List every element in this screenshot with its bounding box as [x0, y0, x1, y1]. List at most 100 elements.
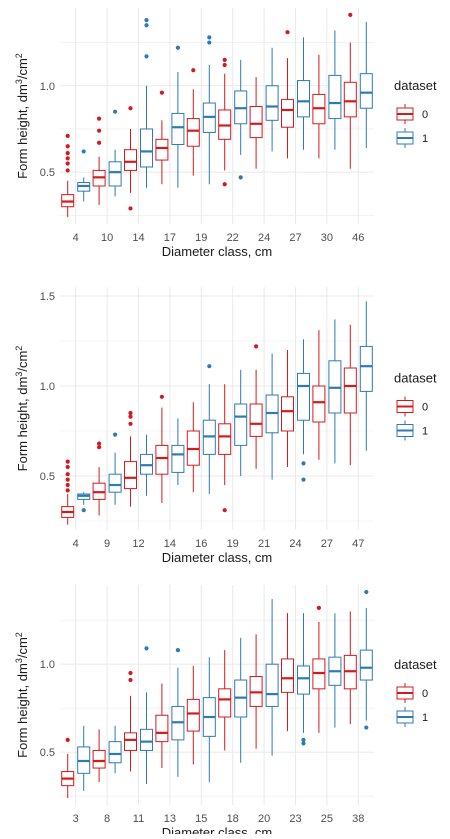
x-tick-label: 23	[289, 813, 301, 825]
outlier-point	[97, 140, 102, 145]
x-tick-label: 3	[73, 813, 79, 825]
x-tick-label: 25	[321, 813, 333, 825]
box-dataset-1	[328, 613, 342, 728]
outlier-point	[65, 156, 70, 161]
x-tick-label: 4	[73, 232, 79, 244]
legend-title: dataset	[394, 657, 437, 672]
box-iqr	[186, 118, 200, 147]
outlier-point	[97, 128, 102, 133]
x-tick-label: 9	[104, 538, 110, 550]
box-iqr	[234, 403, 248, 446]
box-dataset-0	[249, 344, 263, 469]
box-dataset-0	[124, 106, 137, 211]
box-dataset-1	[77, 149, 91, 202]
legend-key-1	[396, 707, 414, 727]
box-dataset-0	[249, 634, 263, 749]
x-tick-label: 24	[289, 538, 301, 550]
outlier-point	[144, 17, 149, 23]
outlier-point	[65, 144, 70, 149]
x-axis-title: Diameter class, cm	[162, 825, 273, 834]
box-dataset-0	[124, 410, 137, 507]
outlier-point	[222, 57, 227, 62]
box-dataset-1	[234, 59, 248, 180]
box-dataset-1	[171, 418, 185, 485]
box-iqr	[281, 658, 294, 693]
x-axis-title: Diameter class, cm	[162, 244, 273, 259]
x-tick-label: 47	[352, 538, 364, 550]
legend: dataset 0 1	[394, 371, 437, 441]
box-dataset-0	[92, 729, 106, 783]
x-tick-label: 14	[164, 538, 176, 550]
y-tick-label: 1.0	[40, 81, 55, 93]
x-tick-label: 12	[132, 538, 144, 550]
legend-label: 0	[422, 688, 428, 700]
box-iqr	[281, 99, 294, 128]
legend-label: 1	[422, 426, 428, 438]
legend-label: 1	[422, 133, 428, 145]
y-axis-title: Form height, dm3/cm2	[14, 632, 30, 758]
outlier-point	[81, 149, 86, 154]
outlier-point	[128, 106, 133, 111]
box-dataset-1	[77, 492, 91, 513]
legend-label: 0	[422, 402, 428, 414]
legend-label: 0	[422, 109, 428, 121]
y-tick-label: 0.5	[40, 747, 55, 759]
legend-key-0	[396, 396, 414, 417]
y-axis-title-main: Form height, dm	[15, 377, 30, 472]
box-dataset-0	[155, 683, 169, 769]
outlier-point	[191, 68, 196, 73]
box-dataset-0	[218, 384, 232, 513]
box-iqr	[328, 74, 342, 120]
outlier-point	[144, 646, 149, 651]
outlier-point	[238, 175, 243, 180]
outlier-point	[175, 45, 180, 50]
box-dataset-1	[202, 657, 216, 783]
x-tick-label: 24	[258, 232, 270, 244]
box-iqr	[297, 665, 310, 695]
legend-title: dataset	[394, 78, 437, 93]
box-dataset-0	[249, 77, 263, 169]
box-iqr	[218, 688, 232, 718]
outlier-point	[113, 109, 118, 114]
x-tick-label: 46	[352, 232, 364, 244]
outlier-point	[128, 677, 133, 683]
y-tick-label: 0.5	[40, 167, 55, 179]
y-axis-title-unit: /cm	[15, 58, 30, 79]
x-tick-label: 30	[321, 232, 333, 244]
x-tick-label: 19	[195, 232, 207, 244]
box-dataset-1	[359, 301, 373, 451]
box-iqr	[265, 85, 279, 121]
box-dataset-1	[328, 319, 342, 464]
outlier-point	[128, 421, 133, 426]
box-dataset-0	[281, 350, 294, 467]
y-tick-label: 1.0	[40, 381, 55, 393]
box-iqr	[140, 128, 153, 168]
box-iqr	[171, 112, 185, 146]
outlier-point	[65, 168, 70, 173]
outlier-point	[207, 35, 212, 40]
box-iqr	[124, 149, 137, 171]
box-iqr	[171, 444, 185, 473]
outlier-point	[128, 414, 133, 419]
box-dataset-1	[265, 599, 279, 756]
outlier-point	[128, 206, 133, 211]
box-dataset-0	[218, 650, 232, 751]
box-iqr	[124, 461, 137, 490]
outlier-point	[301, 461, 306, 466]
outlier-point	[144, 23, 149, 28]
box-iqr	[359, 345, 373, 392]
box-dataset-1	[265, 353, 279, 480]
box-dataset-0	[61, 133, 75, 218]
box-dataset-1	[297, 613, 310, 746]
x-tick-label: 16	[195, 538, 207, 550]
box-dataset-1	[234, 369, 248, 476]
box-dataset-1	[202, 364, 216, 494]
x-tick-label: 4	[73, 538, 79, 550]
x-tick-label: 38	[352, 813, 364, 825]
y-tick-label: 0.5	[40, 471, 55, 483]
box-dataset-0	[186, 665, 200, 765]
box-dataset-0	[155, 394, 169, 503]
outlier-point	[128, 670, 133, 676]
box-iqr	[281, 396, 294, 432]
